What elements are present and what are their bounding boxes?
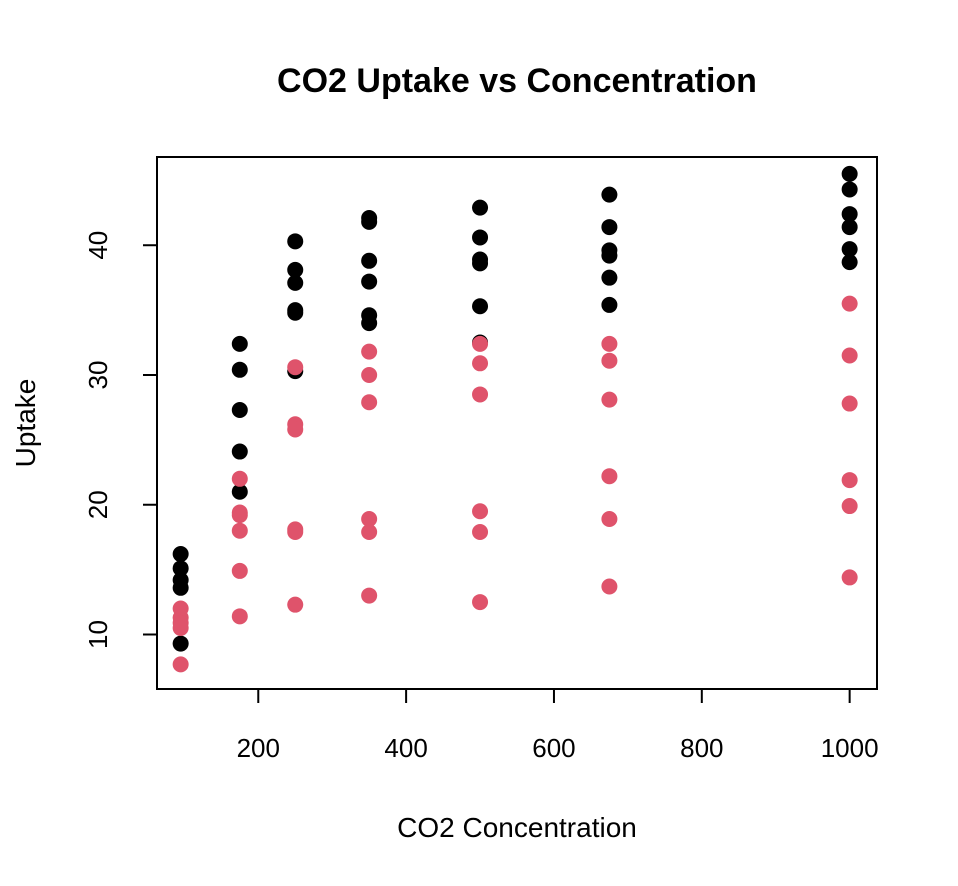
data-point: [361, 394, 378, 411]
data-point: [287, 596, 304, 613]
x-tick-label: 800: [680, 733, 723, 763]
points-layer: [172, 165, 858, 673]
x-axis: 200 400 600 800 1000: [237, 688, 879, 763]
data-point: [361, 273, 378, 290]
data-point: [231, 443, 248, 460]
data-point: [231, 361, 248, 378]
series-1: [172, 165, 858, 652]
data-point: [841, 219, 858, 236]
y-tick-label: 10: [83, 620, 113, 649]
data-point: [287, 421, 304, 438]
data-point: [841, 569, 858, 586]
data-point: [472, 255, 489, 272]
data-point: [231, 507, 248, 524]
data-point: [361, 511, 378, 528]
data-point: [841, 395, 858, 412]
data-point: [361, 587, 378, 604]
data-point: [361, 523, 378, 540]
data-point: [172, 656, 189, 673]
data-point: [601, 296, 618, 313]
x-tick-label: 1000: [821, 733, 879, 763]
data-point: [601, 352, 618, 369]
x-axis-label: CO2 Concentration: [397, 812, 637, 843]
data-point: [601, 247, 618, 264]
chart-title: CO2 Uptake vs Concentration: [277, 62, 757, 100]
data-point: [472, 503, 489, 520]
series-2: [172, 295, 858, 673]
data-point: [841, 254, 858, 271]
data-point: [231, 522, 248, 539]
y-tick-label: 20: [83, 490, 113, 519]
x-tick-label: 600: [532, 733, 575, 763]
data-point: [472, 298, 489, 315]
data-point: [472, 199, 489, 216]
data-point: [231, 562, 248, 579]
x-tick-label: 200: [237, 733, 280, 763]
data-point: [472, 335, 489, 352]
data-point: [601, 468, 618, 485]
data-point: [172, 620, 189, 637]
data-point: [841, 295, 858, 312]
data-point: [841, 498, 858, 515]
data-point: [361, 252, 378, 269]
data-point: [601, 269, 618, 286]
data-point: [172, 635, 189, 652]
data-point: [841, 347, 858, 364]
data-point: [231, 470, 248, 487]
data-point: [172, 579, 189, 596]
data-point: [841, 241, 858, 258]
data-point: [472, 355, 489, 372]
data-point: [472, 386, 489, 403]
data-point: [172, 546, 189, 563]
data-point: [287, 261, 304, 278]
data-point: [472, 229, 489, 246]
data-point: [231, 402, 248, 419]
data-point: [287, 274, 304, 291]
data-point: [601, 391, 618, 408]
data-point: [231, 335, 248, 352]
y-tick-label: 30: [83, 361, 113, 390]
data-point: [841, 472, 858, 489]
data-point: [231, 483, 248, 500]
data-point: [601, 511, 618, 528]
data-point: [841, 165, 858, 182]
data-point: [361, 315, 378, 332]
plot-frame: [156, 156, 878, 690]
data-point: [231, 608, 248, 625]
data-point: [841, 181, 858, 198]
data-point: [361, 343, 378, 360]
data-point: [472, 594, 489, 611]
x-tick-label: 400: [384, 733, 427, 763]
data-point: [472, 523, 489, 540]
data-point: [601, 186, 618, 203]
y-axis-label: Uptake: [10, 379, 41, 468]
data-point: [287, 233, 304, 250]
data-point: [601, 219, 618, 236]
data-point: [287, 523, 304, 540]
data-point: [841, 206, 858, 223]
y-axis: 10 20 30 40: [83, 231, 158, 649]
data-point: [287, 359, 304, 376]
data-point: [287, 304, 304, 321]
data-point: [361, 366, 378, 383]
data-point: [172, 560, 189, 577]
data-point: [361, 213, 378, 230]
data-point: [601, 578, 618, 595]
y-tick-label: 40: [83, 231, 113, 260]
data-point: [601, 335, 618, 352]
